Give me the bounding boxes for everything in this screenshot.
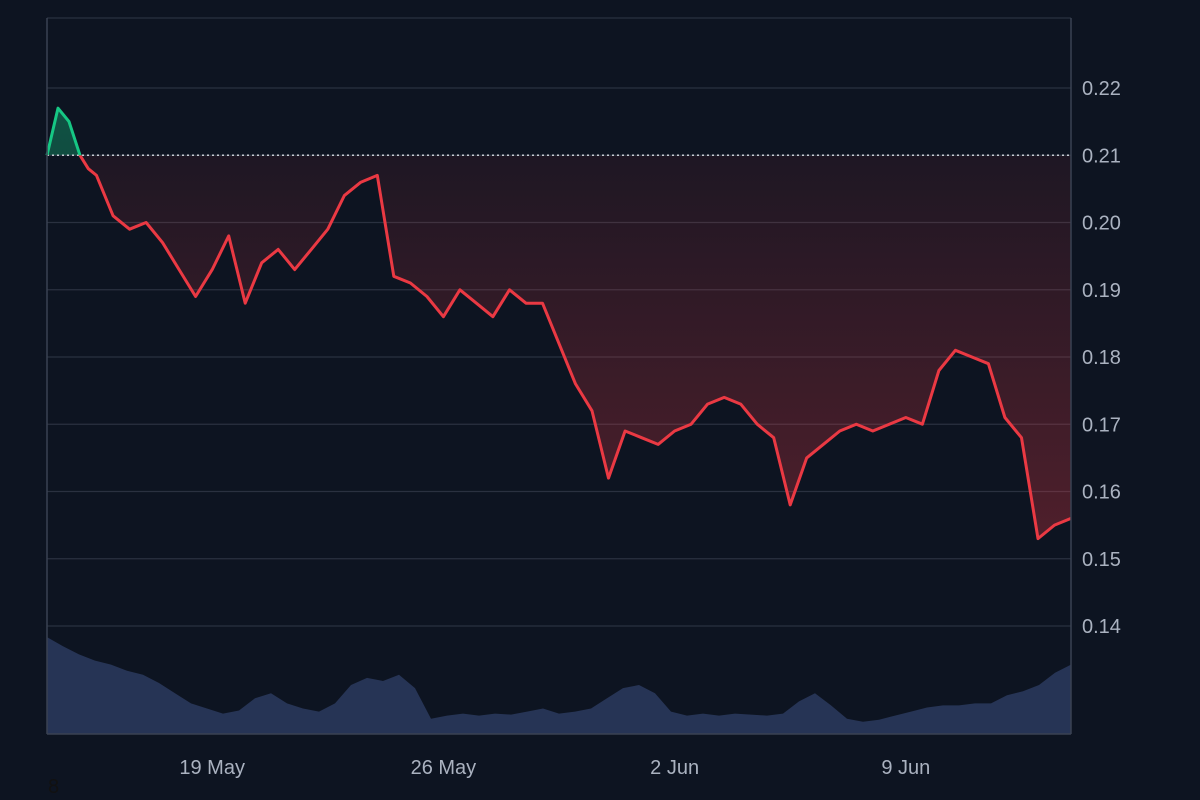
corner-label: 8 [48, 776, 60, 798]
volume-area [47, 637, 1071, 734]
axes [46, 18, 1072, 735]
y-tick-label: 0.18 [1082, 347, 1121, 369]
x-tick-label: 19 May [179, 757, 245, 779]
y-tick-label: 0.22 [1082, 78, 1121, 100]
price-fill-down [47, 155, 1071, 539]
x-tick-label: 9 Jun [881, 757, 930, 779]
y-tick-label: 0.21 [1082, 145, 1121, 167]
price-line [45, 106, 1072, 541]
x-tick-label: 2 Jun [650, 757, 699, 779]
price-line-down [46, 155, 1072, 541]
y-tick-label: 0.20 [1082, 213, 1121, 235]
x-tick-label: 26 May [411, 757, 477, 779]
y-tick-label: 0.17 [1082, 414, 1121, 436]
y-tick-label: 0.15 [1082, 549, 1121, 571]
volume-bars [47, 637, 1071, 734]
y-tick-label: 0.14 [1082, 616, 1121, 638]
y-axis-ticks: 0.22 0.21 0.20 0.19 0.18 0.17 0.16 0.15 0.14 [1082, 78, 1121, 638]
y-tick-label: 0.19 [1082, 280, 1121, 302]
y-tick-label: 0.16 [1082, 482, 1121, 504]
x-axis-ticks: 19 May 26 May 2 Jun 9 Jun [179, 757, 930, 779]
price-fill [47, 108, 1071, 539]
